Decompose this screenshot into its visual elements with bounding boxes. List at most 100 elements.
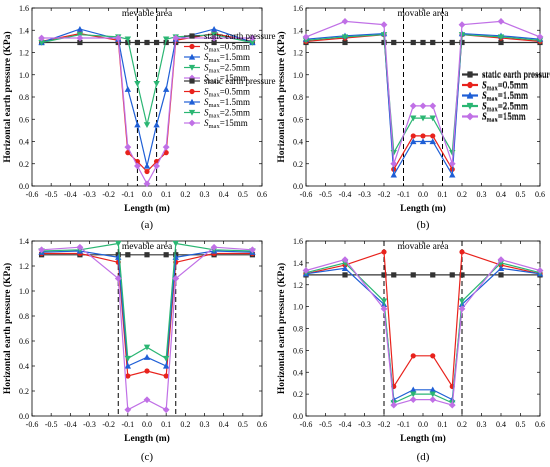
- legend-marker: [467, 82, 473, 89]
- data-point: [153, 121, 160, 128]
- data-point: [162, 86, 170, 92]
- data-point: [429, 391, 436, 398]
- data-point: [134, 121, 141, 128]
- x-tick-label: -0.6: [300, 190, 313, 199]
- data-point: [448, 401, 456, 409]
- y-tick-label: 1.2: [19, 262, 29, 271]
- data-point: [420, 39, 426, 46]
- y-tick-label: 1.2: [19, 49, 29, 58]
- series-2: [302, 265, 544, 403]
- data-point: [143, 344, 151, 351]
- data-point: [341, 17, 349, 25]
- x-tick-label: 0.1: [161, 190, 171, 199]
- data-point: [409, 102, 417, 110]
- legend-label: Smax=1.5mm: [204, 97, 250, 109]
- data-point: [410, 272, 416, 278]
- legend-label: Smax=1.5mm: [204, 52, 250, 64]
- series-line: [305, 251, 541, 389]
- data-point: [380, 298, 388, 305]
- data-point: [114, 34, 122, 42]
- data-point: [124, 406, 132, 414]
- y-axis-label: Horizontal earth pressure (KPa): [276, 263, 287, 394]
- data-point: [76, 34, 84, 42]
- x-tick-label: -0.6: [26, 420, 39, 429]
- data-point: [380, 32, 388, 38]
- legend-label: Smax=0.5mm: [482, 81, 528, 93]
- data-point: [172, 240, 179, 247]
- y-tick-label: 1.4: [19, 237, 29, 246]
- data-point: [153, 162, 160, 170]
- data-point: [459, 249, 465, 255]
- data-point: [124, 36, 132, 43]
- legend-label: static earth pressure: [482, 69, 550, 79]
- data-point: [342, 39, 348, 46]
- x-tick-label: -0.1: [397, 420, 410, 429]
- data-point: [143, 122, 151, 129]
- x-tick-label: 0.5: [516, 420, 526, 429]
- y-tick-label: 1.4: [293, 26, 303, 35]
- x-tick-label: -0.3: [358, 190, 371, 199]
- x-tick-label: -0.2: [378, 190, 391, 199]
- x-tick-label: -0.5: [319, 420, 332, 429]
- x-tick-label: -0.2: [102, 190, 115, 199]
- x-tick-label: 0.6: [257, 190, 267, 199]
- legend-label: Smax=0.5mm: [482, 80, 528, 92]
- y-tick-label: 0.0: [293, 412, 303, 421]
- x-axis-label: Length (m): [124, 203, 170, 214]
- data-point: [380, 305, 388, 313]
- data-point: [449, 272, 455, 278]
- data-point: [210, 243, 218, 251]
- x-tick-label: -0.2: [378, 420, 391, 429]
- x-tick-label: 0.1: [438, 420, 448, 429]
- y-tick-label: 0.2: [293, 390, 303, 399]
- data-point: [429, 138, 436, 145]
- data-point: [125, 373, 131, 379]
- legend-label: Smax=0.5mm: [204, 87, 250, 99]
- x-tick-label: 0.2: [457, 420, 467, 429]
- x-tick-label: 0.0: [142, 190, 152, 199]
- series-line: [41, 242, 253, 360]
- x-tick-label: 0.2: [180, 190, 190, 199]
- data-point: [341, 265, 349, 271]
- legend-label: Smax=1.5mm: [482, 91, 528, 103]
- data-point: [172, 34, 180, 42]
- data-point: [76, 25, 84, 32]
- y-tick-label: 0.8: [19, 312, 29, 321]
- x-tick-label: 0.3: [200, 190, 210, 199]
- series-3: [38, 240, 256, 362]
- movable-area-label: mevable area: [122, 242, 173, 252]
- movable-area-label: movable area: [398, 242, 450, 252]
- data-point: [390, 401, 398, 409]
- x-tick-label: -0.1: [397, 190, 410, 199]
- series-4: [38, 243, 256, 414]
- data-point: [134, 81, 141, 87]
- x-tick-label: 0.5: [238, 190, 248, 199]
- legend-marker: [189, 33, 195, 39]
- data-point: [458, 21, 466, 29]
- x-axis-label: Length (m): [124, 433, 170, 444]
- data-point: [114, 275, 122, 282]
- data-point: [162, 362, 170, 369]
- data-point: [536, 37, 544, 44]
- data-point: [391, 39, 397, 46]
- data-point: [163, 373, 169, 379]
- x-tick-label: -0.6: [26, 190, 39, 199]
- data-point: [124, 355, 132, 362]
- series-0: [303, 272, 543, 278]
- chart-panel-a: -0.6 -0.5 -0.4 -0.3 -0.2 -0.1 0.0 0.1 0.2 0.3 0.4 0…: [2, 4, 275, 231]
- x-tick-label: 0.1: [438, 190, 448, 199]
- data-point: [143, 396, 151, 404]
- x-tick-label: 0.2: [457, 190, 467, 199]
- data-point: [390, 150, 397, 156]
- legend-marker: [466, 103, 474, 110]
- chart-panel-d: -0.6 -0.5 -0.4 -0.3 -0.2 -0.1 0.0 0.1 0.2 0.3 0.4 0…: [276, 70, 550, 463]
- y-tick-label: 1.6: [19, 4, 29, 13]
- y-tick-label: 0.6: [19, 115, 29, 124]
- data-point: [410, 391, 417, 398]
- y-tick-label: 1.6: [293, 4, 303, 13]
- x-tick-label: 0.4: [496, 420, 506, 429]
- data-point: [410, 39, 416, 46]
- legend-label: Smax=15mm: [482, 111, 526, 123]
- legend-marker: [466, 113, 474, 121]
- data-point: [125, 252, 131, 258]
